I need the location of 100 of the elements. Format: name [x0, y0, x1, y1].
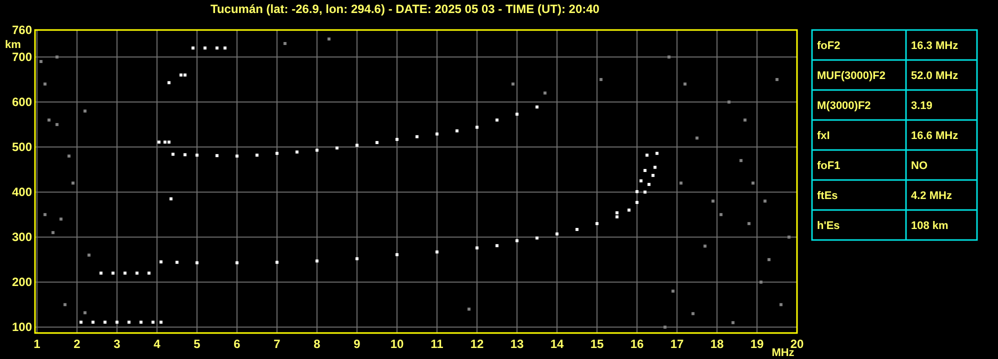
point: [544, 92, 546, 95]
point: [72, 182, 74, 185]
text: 4.2 MHz: [911, 190, 952, 202]
x-tick-label: 12: [470, 337, 484, 351]
point: [148, 272, 150, 275]
point: [496, 244, 498, 248]
y-tick-label: 600: [12, 95, 32, 110]
point: [644, 190, 646, 194]
point: [276, 152, 278, 155]
point: [216, 154, 218, 158]
y-tick-label: 300: [12, 230, 32, 244]
point: [168, 140, 170, 144]
point: [752, 182, 754, 185]
point: [780, 303, 782, 306]
text: 16.6 MHz: [911, 130, 958, 142]
point: [140, 320, 142, 324]
point: [52, 231, 54, 234]
point: [44, 82, 46, 86]
point: [158, 140, 160, 144]
point: [654, 166, 656, 169]
point: [56, 123, 58, 126]
point: [644, 168, 646, 172]
x-tick-label: 10: [390, 337, 404, 351]
text: 3.19: [911, 100, 932, 112]
point: [476, 246, 478, 250]
point: [180, 74, 182, 77]
point: [176, 260, 178, 264]
x-tick-label: 15: [590, 337, 604, 351]
y-tick-label: 400: [12, 185, 32, 200]
point: [80, 320, 82, 324]
point: [636, 190, 638, 194]
point: [92, 320, 94, 324]
point: [516, 112, 518, 116]
x-tick-label: 9: [354, 337, 361, 351]
category-label: foF1: [817, 160, 840, 172]
text: NO: [911, 160, 928, 172]
point: [600, 78, 602, 82]
y-tick-label: 200: [12, 275, 32, 290]
text: 108 km: [911, 220, 948, 232]
x-tick-label: 17: [670, 337, 684, 351]
point: [316, 259, 318, 262]
point: [68, 154, 70, 158]
point: [512, 82, 514, 86]
point: [160, 260, 162, 264]
point: [88, 254, 90, 257]
point: [136, 272, 138, 275]
point: [172, 152, 174, 156]
point: [396, 253, 398, 256]
x-tick-label: 8: [314, 337, 321, 351]
point: [152, 320, 154, 324]
x-tick-label: 5: [194, 337, 201, 351]
x-tick-label: 14: [550, 337, 564, 351]
point: [456, 129, 458, 132]
y-tick-label: 700: [12, 50, 32, 64]
point: [720, 213, 722, 216]
point: [648, 182, 650, 186]
point: [128, 320, 130, 324]
x-tick-label: 4: [154, 337, 161, 351]
y-tick-label: 760: [12, 23, 32, 37]
point: [788, 236, 790, 239]
point: [196, 261, 198, 264]
point: [616, 211, 618, 214]
point: [60, 218, 62, 221]
point: [256, 154, 258, 157]
point: [164, 140, 166, 144]
point: [216, 46, 218, 50]
point: [84, 311, 86, 314]
x-tick-label: 6: [234, 337, 241, 351]
point: [124, 272, 126, 275]
point: [224, 46, 226, 50]
point: [296, 150, 298, 154]
category-label: fxI: [817, 130, 830, 142]
x-tick-label: 3: [114, 337, 121, 351]
point: [740, 159, 742, 162]
point: [40, 60, 42, 64]
point: [328, 38, 330, 41]
point: [436, 250, 438, 254]
point: [748, 222, 750, 226]
point: [276, 260, 278, 264]
point: [536, 236, 538, 240]
point: [116, 320, 118, 324]
point: [100, 272, 102, 275]
y-tick-label: 100: [12, 320, 32, 334]
point: [628, 208, 630, 212]
point: [516, 239, 518, 242]
point: [684, 82, 686, 86]
point: [496, 118, 498, 122]
point: [184, 153, 186, 156]
point: [764, 200, 766, 203]
x-tick-label: 7: [274, 337, 281, 351]
y-tick-label: 500: [12, 140, 32, 154]
category-label: foF2: [817, 40, 840, 52]
point: [732, 321, 734, 324]
point: [646, 154, 648, 157]
point: [356, 257, 358, 260]
point: [576, 228, 578, 231]
x-tick-label: 1: [34, 337, 41, 351]
x-tick-label: 11: [430, 337, 444, 351]
category-label: h'Es: [817, 220, 840, 232]
point: [664, 326, 666, 329]
